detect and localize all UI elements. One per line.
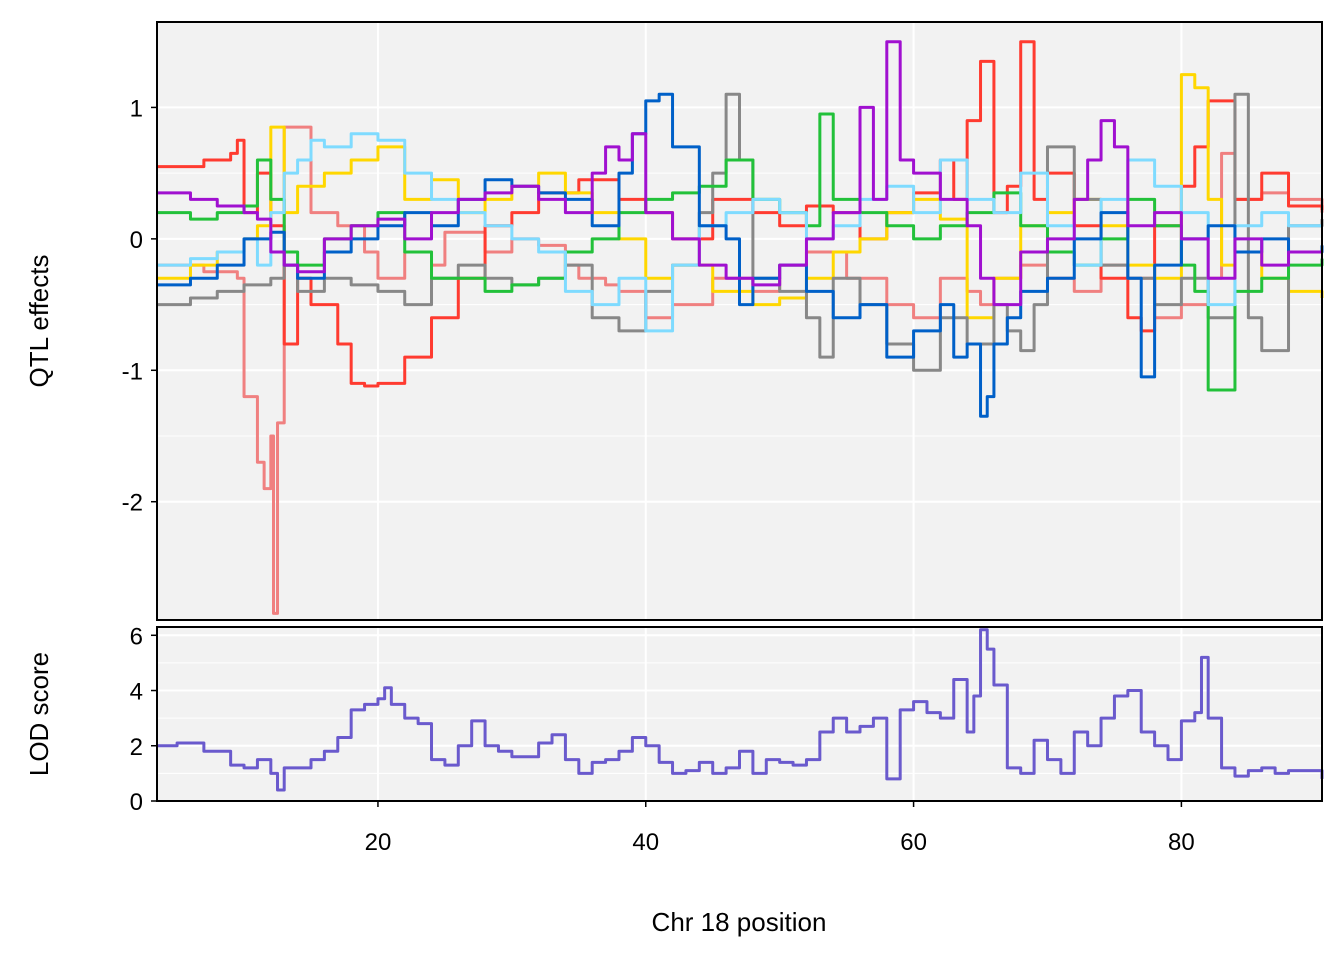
effects-y-tick-label: 0 [130,227,143,254]
lod-x-ticks: 20 40 60 80 [365,801,1195,856]
lod-y-tick-label: 4 [130,679,143,706]
lod-y-tick-label: 0 [130,789,143,816]
x-tick-label: 60 [900,829,927,856]
effects-series-line-7 [157,40,1322,307]
effects-y-ticks: 1 0 -1 -2 [122,95,157,517]
x-tick-label: 80 [1168,829,1195,856]
lod-y-tick-label: 2 [130,734,143,761]
lod-series-line-0 [157,628,1324,792]
lod-y-ticks: 0 2 4 6 [130,623,157,816]
lod-panel-bg [157,627,1322,801]
effects-series-line-1 [157,40,1324,388]
effects-y-axis-title: QTL effects [24,255,54,388]
x-tick-label: 40 [632,829,659,856]
x-axis-title: Chr 18 position [652,907,827,937]
lod-series-group [157,628,1324,792]
effects-y-tick-label: -1 [122,358,143,385]
effects-series-group [157,40,1324,615]
lod-y-tick-label: 6 [130,623,143,650]
effects-panel-border [156,21,1323,621]
x-tick-label: 20 [365,829,392,856]
effects-y-tick-label: 1 [130,95,143,122]
lod-y-axis-title: LOD score [24,652,54,776]
lod-panel-border [156,626,1323,802]
effects-y-tick-label: -2 [122,490,143,517]
